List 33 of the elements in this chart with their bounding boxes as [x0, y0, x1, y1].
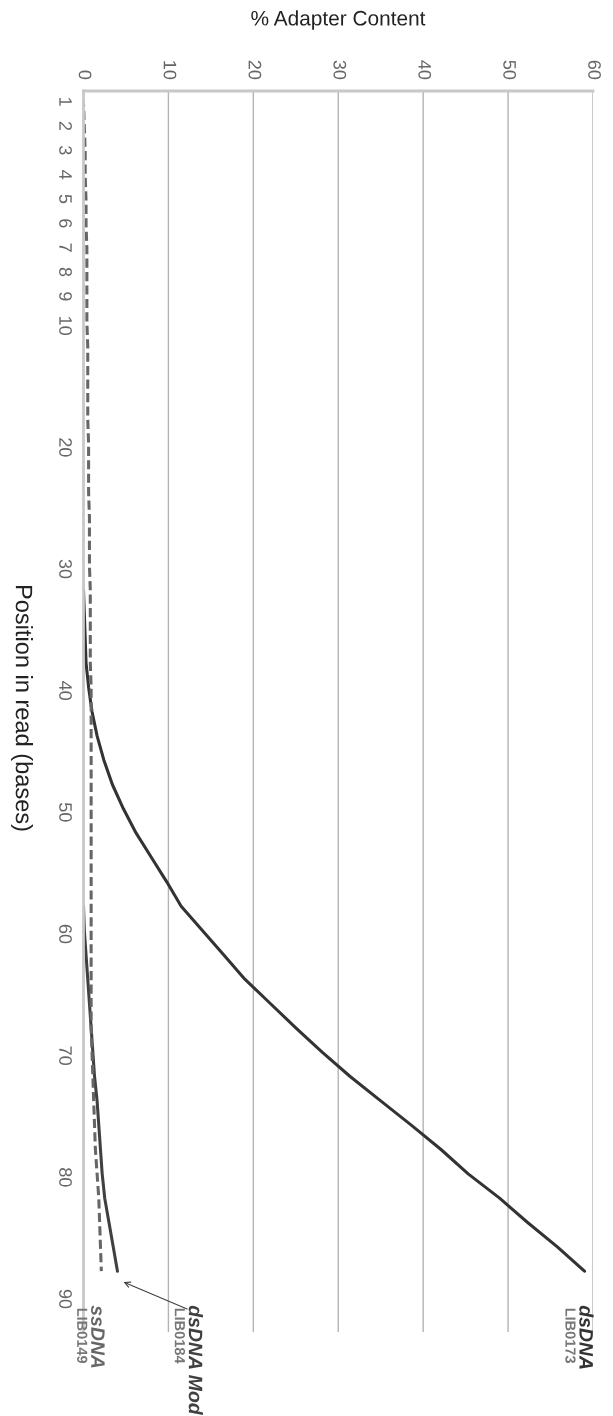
y-axis-title: Position in read (bases): [11, 585, 34, 831]
y-tick-label: 9: [59, 292, 72, 301]
x-tick-label: 30: [333, 60, 347, 80]
x-tick-label: 40: [418, 60, 432, 80]
y-tick-label: 90: [59, 1289, 72, 1309]
y-tick-label: 20: [59, 438, 72, 457]
x-tick-label: 20: [248, 60, 262, 80]
y-tick-label: 80: [59, 1168, 72, 1187]
y-tick-label: 4: [59, 170, 72, 180]
x-tick-label: 60: [588, 60, 601, 80]
y-tick-label: 50: [59, 803, 72, 822]
annotation: LIB0149: [77, 1308, 88, 1364]
y-tick-label: 1: [59, 98, 72, 106]
x-axis-title: % Adapter Content: [251, 10, 426, 30]
annotation: LIB0173: [565, 1308, 576, 1364]
y-tick-label: 60: [59, 924, 72, 944]
y-tick-label: 70: [59, 1046, 72, 1065]
y-tick-label: 6: [59, 219, 72, 228]
y-tick-label: 5: [59, 194, 72, 204]
y-tick-label: 7: [59, 243, 72, 252]
y-tick-label: 40: [59, 681, 72, 700]
y-tick-label: 30: [59, 559, 72, 579]
text: ssDNA: [91, 1305, 105, 1368]
x-tick-label: 50: [503, 60, 517, 80]
y-tick-label: 10: [59, 317, 72, 335]
text: dsDNA: [579, 1305, 594, 1369]
y-tick-label: 2: [59, 121, 72, 131]
y-tick-label: 3: [59, 145, 72, 155]
x-tick-label: 10: [163, 61, 177, 80]
x-tick-label: 0: [78, 70, 92, 80]
y-tick-label: 8: [59, 267, 72, 277]
text: dsDNA Mod: [188, 1305, 203, 1416]
annotation: LIB0184: [174, 1308, 186, 1364]
